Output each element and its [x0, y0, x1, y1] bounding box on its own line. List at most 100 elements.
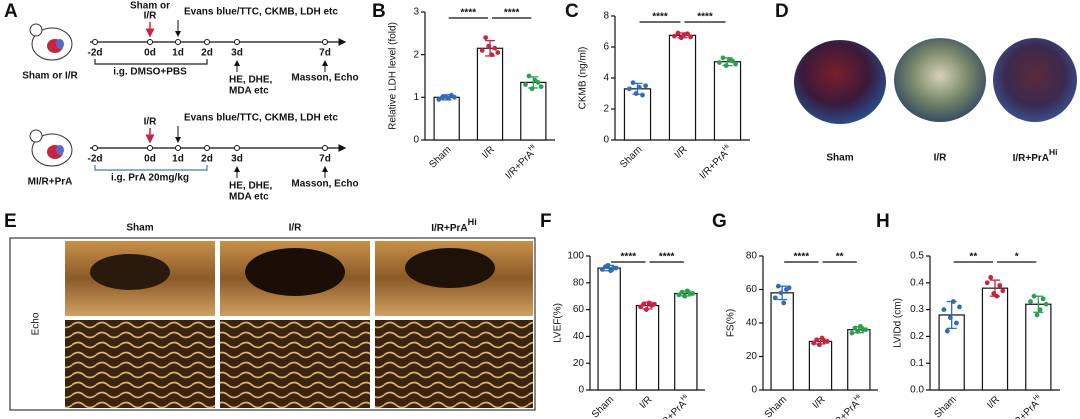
y-tick-label: 2 — [603, 104, 609, 115]
data-point — [717, 60, 722, 65]
timeline-tick — [234, 145, 240, 151]
x-tick-label-sup: Hi — [721, 143, 730, 152]
x-tick-label-main: I/R+PrA — [697, 148, 730, 181]
panel-letter: G — [712, 211, 727, 232]
significance-label: ** — [969, 252, 977, 263]
data-point — [640, 92, 645, 98]
data-point — [816, 342, 822, 348]
mouse-heart-vessel — [56, 145, 64, 155]
timeline-tick — [322, 145, 328, 151]
data-point — [675, 30, 681, 36]
y-tick-label: 80 — [746, 251, 758, 262]
timeline-tick-label: 2d — [201, 48, 213, 59]
timeline-tick — [204, 39, 210, 45]
timeline-tick-label: 1d — [172, 48, 184, 59]
timeline-tick — [204, 145, 210, 151]
y-tick-label: 4 — [603, 73, 609, 84]
timeline-tick — [92, 145, 98, 151]
timeline-tick-label: 0d — [144, 154, 156, 165]
data-point — [479, 48, 485, 53]
x-tick-label-sup: Hi — [853, 393, 862, 402]
harvest-label: Evans blue/TTC, CKMB, LDH etc — [184, 113, 338, 124]
data-point — [1000, 288, 1006, 294]
timeline-tick-label: 2d — [201, 154, 213, 165]
y-tick-label: 3 — [413, 7, 419, 18]
data-point — [526, 73, 532, 79]
data-point — [652, 301, 657, 307]
injury-label: I/R — [144, 11, 158, 22]
heart-label: Sham — [826, 153, 853, 164]
bar — [713, 61, 742, 141]
mmode-image — [65, 320, 215, 408]
mouse-heart-vessel — [56, 39, 64, 49]
data-point — [633, 91, 639, 96]
y-tick-label: 20 — [746, 351, 758, 362]
panel-letter: C — [565, 1, 579, 22]
data-point — [636, 84, 642, 90]
data-point — [772, 295, 778, 301]
timeline-tick — [175, 39, 181, 45]
data-point — [643, 83, 648, 89]
timeline-tick — [234, 39, 240, 45]
data-point — [863, 327, 869, 333]
data-point — [682, 293, 688, 299]
x-tick-label: Sham — [932, 394, 958, 419]
echo-cavity — [90, 254, 170, 290]
bar — [981, 287, 1009, 391]
data-point — [688, 34, 693, 40]
timeline-tick-label: 3d — [231, 48, 243, 59]
treatment-bracket — [94, 165, 208, 171]
panel-letter: D — [775, 1, 789, 22]
x-tick-label-sup: Hi — [527, 143, 536, 152]
significance-label: **** — [697, 12, 713, 23]
data-point — [781, 300, 787, 306]
data-point — [672, 33, 677, 39]
y-tick-label: 6 — [603, 42, 609, 53]
x-tick-label: I/R+PrAHi — [828, 393, 866, 419]
data-point — [825, 339, 830, 344]
timeline-tick — [322, 39, 328, 45]
data-point — [1043, 301, 1049, 307]
y-axis-label: CKMB (ng/ml) — [578, 47, 589, 110]
echo-column-label-sup: Hi — [468, 217, 477, 227]
x-tick-label: Sham — [763, 394, 789, 419]
heart-label: I/R — [934, 153, 948, 164]
x-tick-label: I/R+PrAHi — [502, 143, 540, 181]
timeline-tick — [147, 39, 153, 45]
data-point — [613, 265, 619, 271]
mmode-image — [375, 320, 533, 408]
significance-label: **** — [461, 8, 477, 19]
x-tick-label: Sham — [427, 144, 453, 170]
echo-images — [9, 237, 536, 411]
mouse-ear — [29, 23, 43, 37]
data-point — [523, 82, 528, 87]
data-point — [941, 307, 947, 312]
bar — [847, 329, 871, 391]
data-point — [957, 304, 962, 310]
data-point — [720, 55, 726, 61]
y-axis-label: Relative LDH level (fold) — [388, 22, 399, 130]
y-tick-label: 60 — [746, 284, 758, 295]
data-point — [678, 35, 684, 41]
treatment-label: i.g. PrA 20mg/kg — [111, 173, 189, 184]
bar — [520, 81, 547, 141]
data-point — [855, 328, 861, 334]
y-tick-label: 80 — [573, 277, 585, 288]
echo-cavity — [245, 248, 345, 296]
x-tick-label: Sham — [590, 394, 616, 419]
timeline-tick-label: -2d — [88, 48, 103, 59]
heart-label-sup: Hi — [1049, 147, 1057, 157]
data-point — [951, 299, 956, 304]
data-point — [947, 315, 953, 321]
y-tick-label: 0 — [751, 385, 757, 396]
heart-label-main: I/R+PrA — [1013, 153, 1049, 164]
panel-letter: B — [372, 1, 386, 22]
data-point — [730, 58, 735, 64]
data-point — [446, 95, 451, 101]
heart-images — [794, 38, 1077, 124]
treatment-bracket — [94, 59, 208, 65]
echo-cavity — [405, 248, 495, 288]
day7-label: Masson, Echo — [291, 179, 358, 190]
echo-column-label: I/R — [289, 223, 303, 234]
